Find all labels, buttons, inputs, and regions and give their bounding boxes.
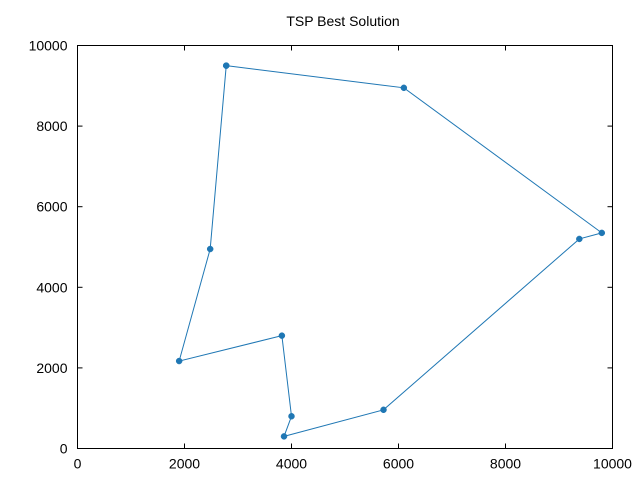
city-point-marker bbox=[206, 245, 214, 253]
city-point-marker bbox=[576, 235, 583, 243]
y-tick-label: 6000 bbox=[36, 199, 67, 215]
x-tick-label: 8000 bbox=[490, 456, 521, 472]
city-point-marker bbox=[400, 84, 408, 92]
x-tick-label: 0 bbox=[74, 456, 82, 472]
series-layer bbox=[175, 62, 606, 440]
y-tick-label: 8000 bbox=[36, 118, 67, 134]
city-point-marker bbox=[278, 332, 286, 339]
y-tick-label: 4000 bbox=[36, 279, 67, 295]
tour-path-line bbox=[178, 65, 603, 438]
x-axis-ticks: 0 2000 4000 6000 8000 10000 bbox=[74, 45, 632, 472]
city-point-marker bbox=[598, 229, 606, 237]
y-tick-label: 2000 bbox=[36, 360, 67, 376]
city-point-marker bbox=[222, 62, 230, 69]
y-tick-label: 0 bbox=[60, 441, 68, 457]
chart-title: TSP Best Solution bbox=[286, 13, 399, 29]
city-point-marker bbox=[280, 433, 288, 440]
city-point-marker bbox=[288, 413, 295, 420]
x-tick-label: 6000 bbox=[383, 456, 414, 472]
city-point-marker bbox=[175, 357, 183, 365]
city-point-marker bbox=[380, 406, 387, 414]
x-tick-label: 10000 bbox=[593, 456, 632, 472]
plot-area-frame bbox=[77, 45, 613, 449]
y-axis-ticks: 0 2000 4000 6000 8000 10000 bbox=[29, 38, 613, 457]
x-tick-label: 2000 bbox=[169, 456, 200, 472]
x-tick-label: 4000 bbox=[276, 456, 307, 472]
y-tick-label: 10000 bbox=[29, 38, 68, 54]
